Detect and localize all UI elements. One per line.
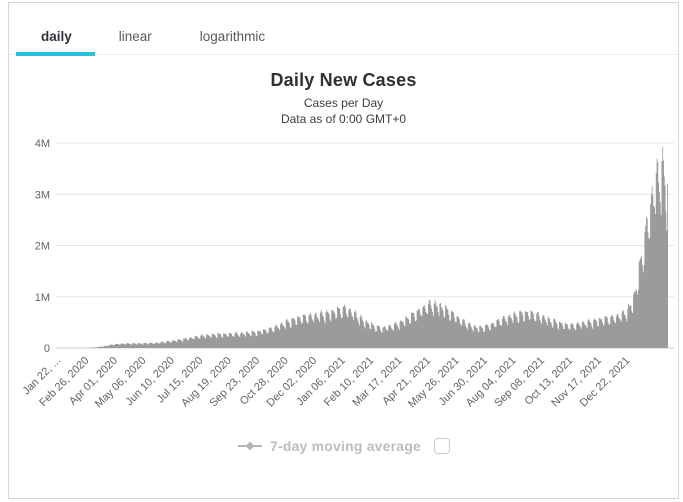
moving-average-legend-marker-icon[interactable] — [237, 441, 263, 451]
tab-linear[interactable]: linear — [118, 29, 152, 44]
daily-cases-series — [58, 147, 668, 348]
chart-legend: 7-day moving average — [9, 438, 678, 454]
tab-logarithmic[interactable]: logarithmic — [199, 29, 266, 44]
tab-daily[interactable]: daily — [16, 25, 95, 56]
chart-header: Daily New Cases Cases per Day Data as of… — [9, 55, 678, 126]
y-tick-label: 1M — [35, 292, 50, 304]
moving-average-checkbox[interactable] — [434, 438, 451, 454]
y-tick-label: 0 — [44, 343, 50, 355]
moving-average-legend-label[interactable]: 7-day moving average — [269, 438, 422, 454]
chart-subtitle: Cases per Day — [303, 96, 384, 110]
chart-data-note: Data as of 0:00 GMT+0 — [280, 112, 407, 126]
chart-card: daily linear logarithmic Daily New Cases… — [8, 2, 679, 499]
chart-tabs: daily linear logarithmic — [9, 3, 678, 56]
y-tick-label: 2M — [35, 241, 50, 253]
y-tick-label: 3M — [35, 189, 50, 201]
chart-title: Daily New Cases — [270, 70, 417, 90]
y-tick-label: 4M — [35, 138, 50, 150]
